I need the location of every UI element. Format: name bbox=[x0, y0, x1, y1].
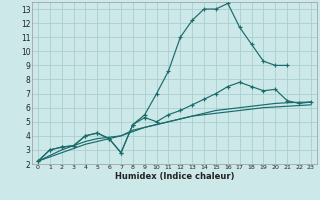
X-axis label: Humidex (Indice chaleur): Humidex (Indice chaleur) bbox=[115, 172, 234, 181]
